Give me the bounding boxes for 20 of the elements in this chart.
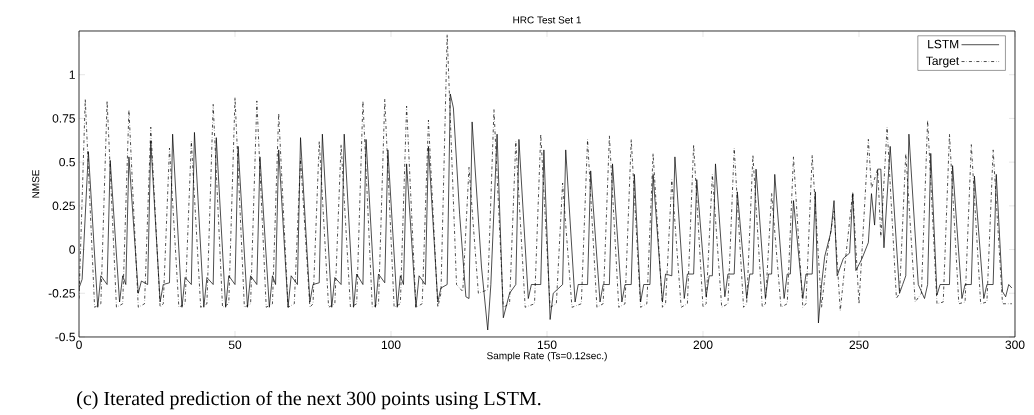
y-tick-label: -0.25 [48, 289, 75, 298]
text: (c) Iterated prediction of the next 300 points using LSTM. [77, 390, 541, 410]
y-tick-label: 0.5 [59, 157, 75, 167]
x-tick-label: 300 [1005, 340, 1025, 350]
x-axis-title: Sample Rate (Ts=0.12sec.) [487, 351, 607, 362]
y-tick-label: 1 [69, 70, 75, 79]
y-axis-title: NMSE [32, 169, 40, 198]
x-tick-label: 250 [849, 340, 869, 350]
x-tick-label: 150 [537, 340, 557, 350]
x-tick-label: 50 [228, 340, 242, 350]
y-tick-label: 0.75 [52, 114, 75, 123]
y-tick-label: 0.25 [52, 201, 75, 211]
x-tick-label: 100 [381, 340, 401, 350]
x-tick-label: 0 [76, 340, 82, 350]
legend-label: LSTM [928, 39, 959, 49]
y-tick-label: 0 [69, 245, 76, 254]
legend-label: Target [926, 56, 960, 68]
y-tick-label: -0.5 [55, 332, 75, 342]
x-tick-label: 200 [693, 340, 713, 350]
chart-title: HRC Test Set 1 [513, 16, 581, 24]
